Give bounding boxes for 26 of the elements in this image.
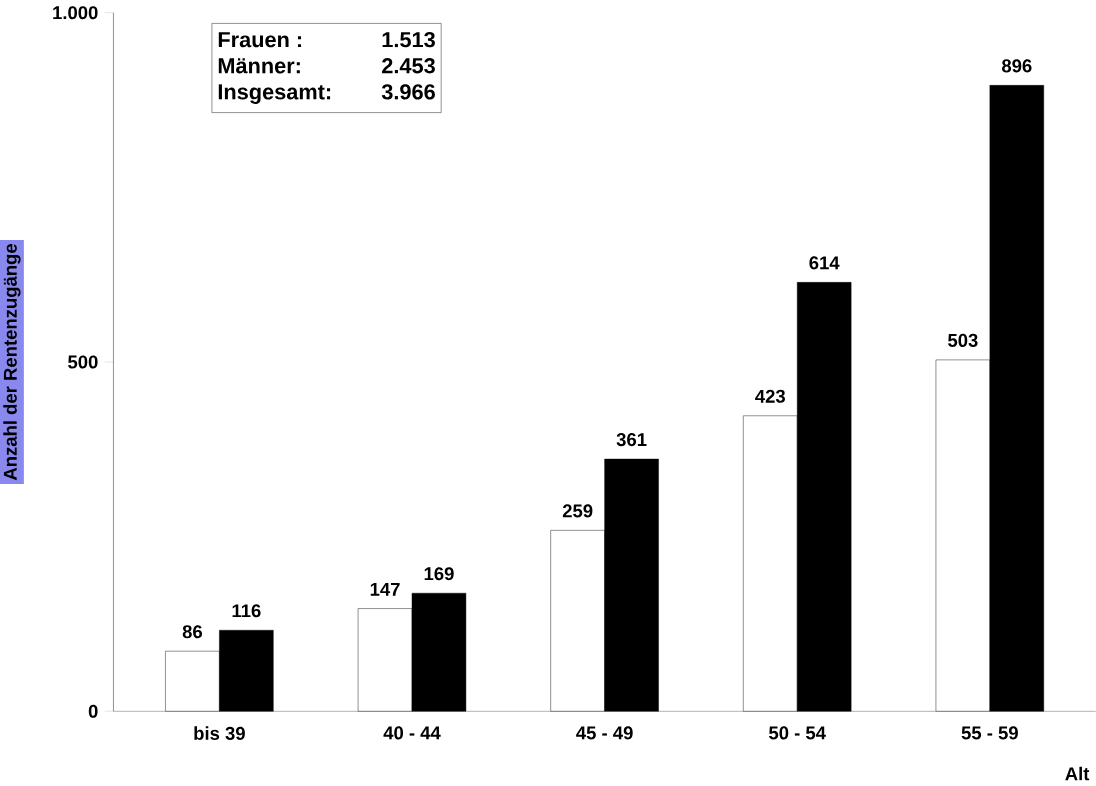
data-label: 86 <box>182 624 203 639</box>
data-label: 169 <box>424 566 454 581</box>
x-tick-label: 40 - 44 <box>383 726 441 740</box>
x-tick-label: 55 - 59 <box>961 726 1018 740</box>
y-tick-label: 1.000 <box>53 5 98 20</box>
annotation: Insgesamt: <box>218 84 331 104</box>
y-tick-label: 0 <box>88 704 98 718</box>
annotation: Männer: <box>218 57 300 74</box>
x-tick-label: 45 - 49 <box>576 726 633 740</box>
annotation: Frauen : <box>218 31 302 48</box>
x-tick-label: 50 - 54 <box>769 726 826 740</box>
x-tick-label: bis 39 <box>194 726 245 740</box>
data-label: 361 <box>616 432 647 446</box>
annotation: 3.966 <box>381 83 435 100</box>
data-label: 259 <box>562 504 593 518</box>
annotation: 2.453 <box>382 57 435 74</box>
data-label: 116 <box>232 603 261 618</box>
y-axis-title: Anzahl der Rentenzugänge <box>3 243 21 480</box>
data-label: 896 <box>1001 59 1032 73</box>
data-label: 423 <box>755 389 786 403</box>
data-label: 503 <box>948 333 978 347</box>
x-axis-title: Alt <box>1065 766 1090 781</box>
data-label: 614 <box>809 256 840 270</box>
data-label: 147 <box>370 582 400 596</box>
annotation: 1.513 <box>382 31 435 48</box>
y-tick-label: 500 <box>68 355 98 369</box>
